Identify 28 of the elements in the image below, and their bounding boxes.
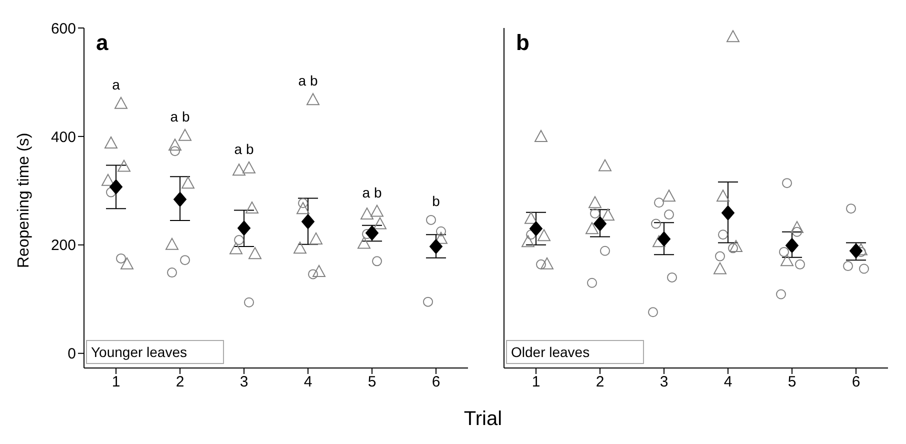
x-tick-label: 6 [852, 374, 860, 391]
x-tick-label: 2 [176, 374, 184, 391]
x-tick-label: 5 [368, 374, 376, 391]
y-tick-label: 400 [50, 128, 76, 146]
annotation: a [112, 76, 120, 92]
x-tick-label: 1 [532, 374, 540, 391]
x-tick-label: 4 [724, 374, 732, 391]
x-tick-label: 6 [432, 374, 440, 391]
x-tick-label: 2 [596, 374, 604, 391]
x-tick-label: 5 [788, 374, 796, 391]
x-axis-title: Trial [462, 408, 504, 431]
annotation: a [96, 30, 108, 56]
annotation: b [516, 30, 530, 56]
y-tick-label: 0 [68, 346, 76, 363]
annotation: b [432, 192, 440, 209]
y-tick-label: 600 [50, 20, 76, 38]
annotation: a b [298, 72, 318, 89]
annotation: a b [362, 184, 382, 200]
x-tick-label: 1 [112, 374, 120, 391]
annotation: Younger leaves [91, 344, 188, 360]
annotation: Older leaves [511, 344, 590, 360]
annotation: a b [234, 140, 254, 157]
y-axis-title: Reopening time (s) [16, 132, 33, 268]
x-tick-label: 3 [660, 374, 668, 391]
x-tick-label: 3 [240, 374, 248, 391]
x-tick-label: 4 [304, 374, 312, 391]
annotation: a b [170, 108, 190, 124]
y-tick-label: 200 [50, 237, 76, 254]
